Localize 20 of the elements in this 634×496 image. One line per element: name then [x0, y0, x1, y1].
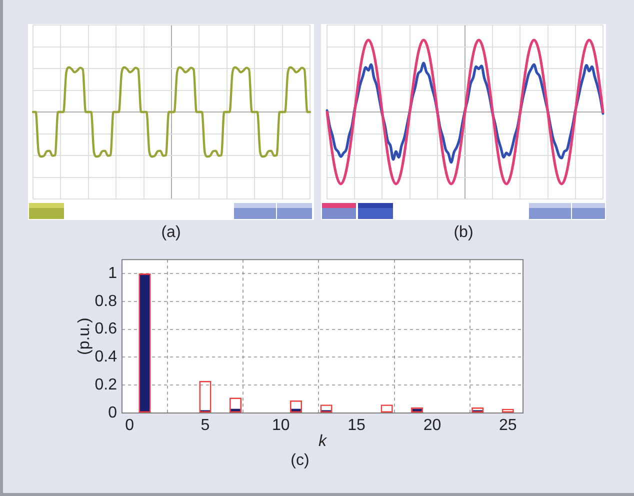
- text: (b): [452, 223, 474, 243]
- y-tick-label: 0.4: [94, 348, 118, 366]
- y-tick-label: 0: [108, 404, 118, 422]
- y-tick-label: 0.2: [94, 376, 118, 394]
- y-tick-label: 1: [108, 264, 118, 282]
- y-tick-label: 0.6: [94, 320, 118, 338]
- y-axis-title: (p.u.): [76, 318, 94, 355]
- bar: [502, 408, 514, 413]
- x-axis-title: k: [318, 432, 328, 450]
- x-tick-label: 5: [200, 417, 210, 434]
- bar: [472, 407, 484, 413]
- x-tick-label: 0: [125, 417, 134, 434]
- bar: [199, 380, 212, 413]
- x-tick-label: 10: [272, 417, 290, 434]
- y-tick-label: 0.8: [94, 292, 118, 310]
- text: (c): [290, 451, 310, 471]
- x-tick-label: 25: [498, 417, 517, 434]
- text: (a): [160, 223, 182, 243]
- x-tick-label: 20: [423, 417, 442, 434]
- x-tick-label: 15: [348, 417, 366, 434]
